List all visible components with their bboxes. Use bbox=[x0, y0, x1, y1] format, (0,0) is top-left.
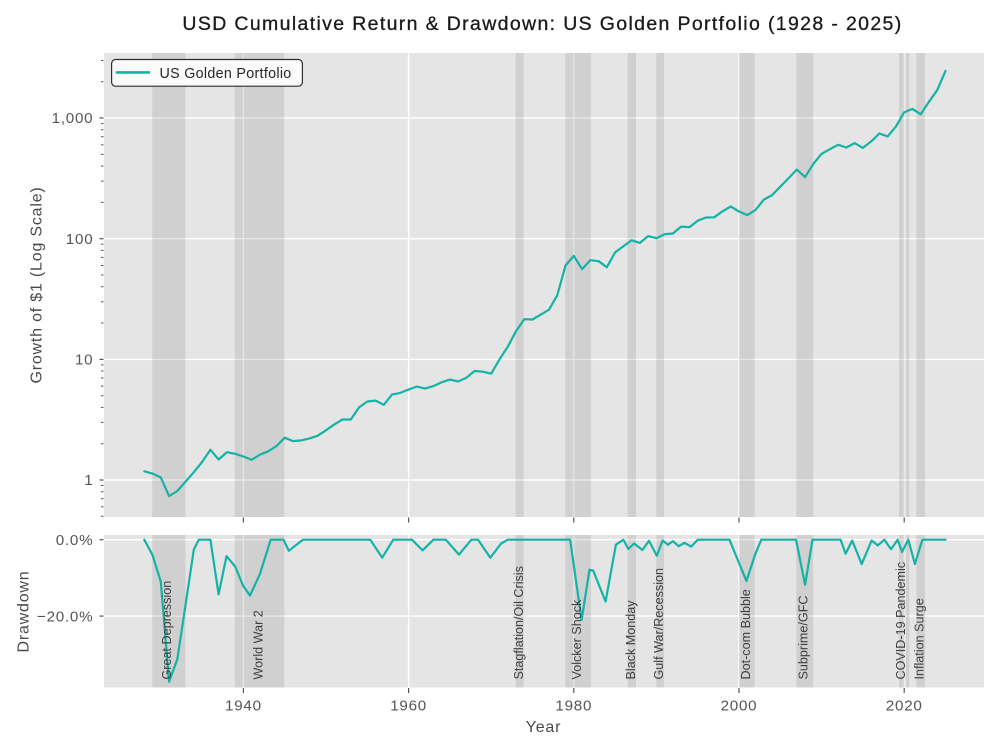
svg-text:1,000: 1,000 bbox=[52, 110, 94, 127]
svg-text:2020: 2020 bbox=[886, 698, 923, 715]
svg-text:1940: 1940 bbox=[225, 698, 262, 715]
svg-text:US Golden Portfolio: US Golden Portfolio bbox=[160, 66, 292, 82]
svg-text:1960: 1960 bbox=[390, 698, 427, 715]
svg-text:Subprime/GFC: Subprime/GFC bbox=[797, 596, 811, 680]
svg-text:1: 1 bbox=[84, 472, 93, 489]
svg-text:COVID-19 Pandemic: COVID-19 Pandemic bbox=[894, 562, 908, 680]
svg-text:0.0%: 0.0% bbox=[56, 532, 94, 549]
svg-text:World War 2: World War 2 bbox=[252, 610, 266, 679]
svg-text:Year: Year bbox=[526, 719, 562, 736]
svg-text:Inflation Surge: Inflation Surge bbox=[913, 598, 927, 679]
svg-text:−20.0%: −20.0% bbox=[37, 608, 93, 625]
svg-text:2000: 2000 bbox=[721, 698, 758, 715]
svg-text:Gulf War/Recession: Gulf War/Recession bbox=[652, 568, 666, 680]
svg-text:Black Monday: Black Monday bbox=[624, 600, 638, 680]
svg-text:Drawdown: Drawdown bbox=[16, 571, 33, 653]
svg-text:Dot-com Bubble: Dot-com Bubble bbox=[739, 589, 753, 679]
svg-text:Volcker Shock: Volcker Shock bbox=[570, 599, 584, 680]
svg-text:Growth of $1 (Log Scale): Growth of $1 (Log Scale) bbox=[29, 186, 46, 383]
svg-text:100: 100 bbox=[66, 231, 94, 248]
svg-text:Stagflation/Oil Crisis: Stagflation/Oil Crisis bbox=[512, 566, 526, 679]
svg-text:1980: 1980 bbox=[555, 698, 592, 715]
svg-text:USD Cumulative Return & Drawdo: USD Cumulative Return & Drawdown: US Gol… bbox=[182, 13, 902, 35]
svg-text:Great Depression: Great Depression bbox=[160, 581, 174, 680]
svg-text:10: 10 bbox=[75, 352, 93, 369]
